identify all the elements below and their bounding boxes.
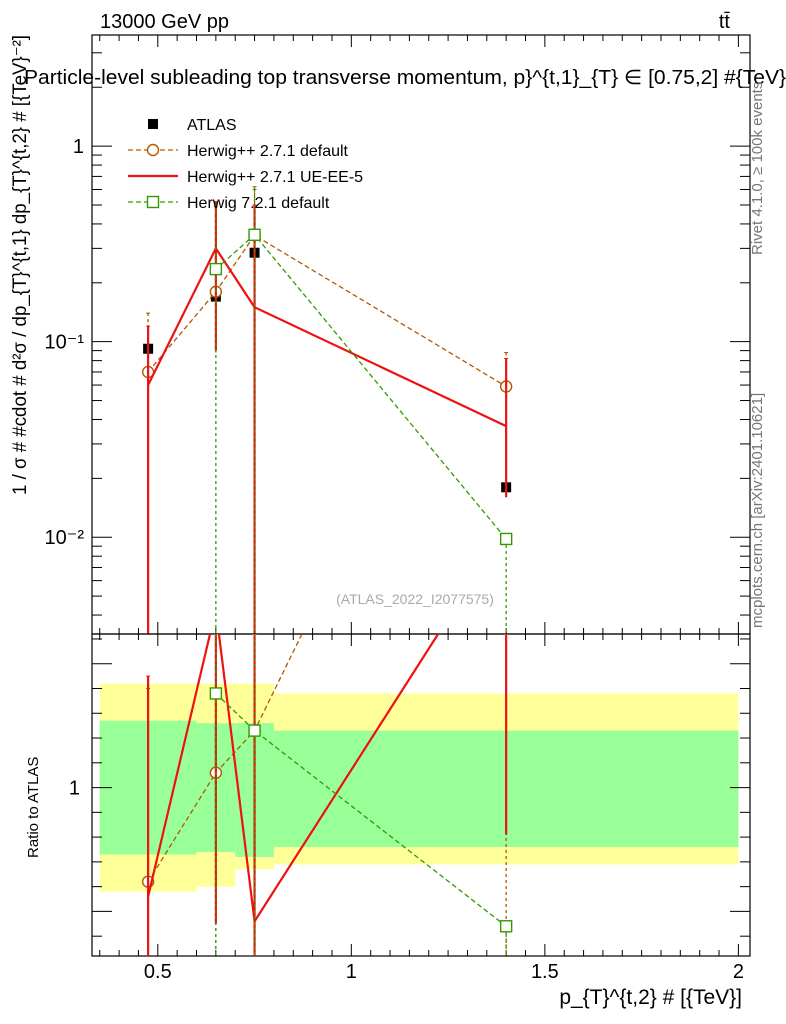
herwig-7-2-1-default-ratio-point [499,920,513,933]
herwig-7-2-1-default-ratio-point [209,687,223,700]
legend-label-herwig-2-7-1-ue-ee-5: Herwig++ 2.7.1 UE-EE-5 [187,169,363,186]
x-tick-label: 1 [346,961,357,983]
x-tick-label: 1.5 [531,961,559,983]
legend-marker-atlas [148,119,158,129]
x-tick-label: 2 [733,961,744,983]
chart-title: Particle-level subleading top transverse… [24,67,786,89]
herwig-7-2-1-default-line [215,233,507,540]
herwig-2-7-1-ue-ee-5-ratio-line [147,634,440,925]
herwig-2-7-1-default-ratio-line [147,634,303,883]
y-tick-label: 10⁻¹ [45,332,85,354]
y-axis-label: 1 / σ # #cdot # d²σ / dp_{T}^{t,1} dp_{T… [10,35,31,495]
ratio-frame [91,633,751,957]
x-tick-label: 0.5 [144,961,172,983]
x-axis-label: p_{T}^{t,2} # [{TeV}] [559,986,742,1009]
mcplots-label: mcplots.cern.ch [arXiv:2401.10621] [749,393,766,628]
legend-marker-herwig-7-2-1-default [146,195,160,209]
herwig-2-7-1-default-ratio-point [501,212,512,223]
herwig-7-2-1-default-point [248,228,261,241]
legend-label-herwig-7-2-1-default: Herwig 7.2.1 default [187,195,330,212]
legend-marker-herwig-2-7-1-default [146,143,160,157]
rivet-version-label: Rivet 4.1.0, ≥ 100k events [749,82,766,255]
legend: ATLAS Herwig++ 2.7.1 default Herwig++ 2.7.… [128,117,363,212]
ratio-y-axis-label: Ratio to ATLAS [25,757,42,858]
analysis-watermark: (ATLAS_2022_I2077575) [336,591,494,607]
ratio-y-tick-label: 1 [69,778,80,800]
legend-label-atlas: ATLAS [187,117,237,134]
ratio-series-group [141,212,513,956]
main-panel: 1 10⁻¹ 10⁻² [45,34,751,956]
herwig-7-2-1-default-point [209,262,223,276]
ratio-panel: 0.5 1 1.5 2 1 [69,212,751,983]
herwig-7-2-1-default-point [499,532,513,546]
process-label: tt̄ [719,11,731,33]
energy-label: 13000 GeV pp [100,11,229,33]
y-tick-label: 10⁻² [45,527,85,549]
y-tick-label: 1 [73,136,84,158]
herwig-2-7-1-ue-ee-5-line [147,246,507,428]
main-series-group [141,186,513,634]
herwig-7-2-1-default-ratio-point [248,724,261,737]
legend-label-herwig-2-7-1-default: Herwig++ 2.7.1 default [187,143,349,160]
herwig-2-7-1-default-line [147,234,507,388]
herwig-7-2-1-default-ratio-line [215,692,507,927]
